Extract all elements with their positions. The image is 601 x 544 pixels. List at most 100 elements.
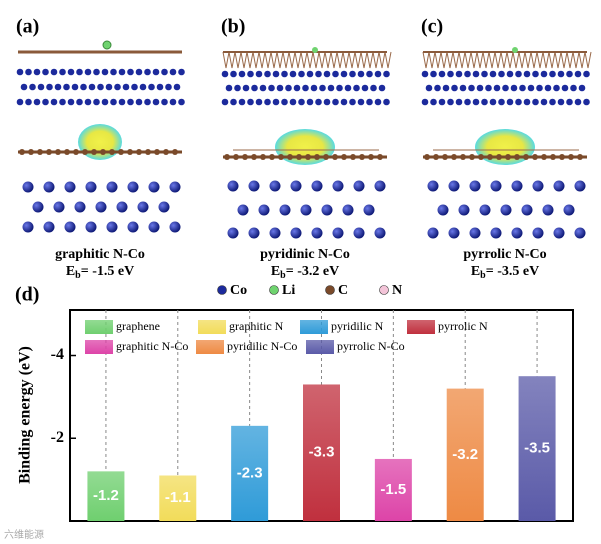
co-atom: [131, 83, 138, 91]
co-atom: [578, 84, 586, 92]
lattice: [458, 51, 466, 69]
co-atom: [374, 98, 382, 106]
co-atom: [310, 84, 318, 92]
c-atom: [73, 149, 79, 155]
c-atom: [341, 154, 347, 160]
lattice: [428, 51, 436, 69]
co-atom: [500, 204, 512, 216]
co-atom: [574, 180, 586, 192]
co-atom: [353, 180, 365, 192]
co-atom: [583, 70, 590, 78]
c-atom: [314, 154, 320, 160]
co-atom: [161, 68, 168, 76]
co-atom: [32, 201, 44, 213]
lattice: [264, 51, 272, 69]
panel-tag: (a): [16, 16, 39, 38]
legend-swatch: [306, 340, 334, 354]
binding-energy: Eb= -3.2 eV: [271, 264, 339, 281]
co-atom: [238, 70, 246, 78]
co-atom: [427, 227, 439, 239]
eb-symbol: E: [66, 264, 75, 279]
bar: [303, 384, 340, 521]
co-atom: [46, 83, 53, 91]
co-atom: [80, 83, 87, 91]
co-atom: [506, 98, 514, 106]
co-atom: [135, 68, 143, 76]
co-atom: [332, 180, 344, 192]
c-atom: [541, 154, 547, 160]
value-label: -3.2: [452, 446, 478, 463]
c-atom: [559, 154, 565, 160]
co-atom: [247, 98, 254, 106]
atom-legend-label: Li: [282, 283, 295, 298]
co-atom: [50, 68, 58, 76]
co-atom: [54, 83, 62, 91]
co-atom: [25, 68, 32, 76]
co-atom: [122, 83, 130, 91]
co-atom: [279, 204, 291, 216]
co-atom: [161, 98, 168, 106]
co-atom: [144, 98, 151, 106]
co-atom: [25, 98, 32, 106]
lattice: [560, 51, 568, 69]
co-atom: [59, 98, 66, 106]
lattice: [366, 51, 374, 69]
co-atom: [16, 98, 24, 106]
co-atom: [148, 221, 160, 233]
structure-label: pyrrolic N-Co: [463, 247, 546, 262]
co-atom: [110, 68, 117, 76]
lattice: [294, 51, 302, 69]
co-atom: [306, 98, 314, 106]
co-atom: [563, 204, 575, 216]
co-atom: [340, 98, 348, 106]
structures: [16, 40, 592, 239]
co-atom: [165, 83, 172, 91]
co-atom: [557, 70, 565, 78]
co-atom: [269, 180, 281, 192]
co-atom: [542, 204, 554, 216]
co-atom: [455, 98, 463, 106]
co-atom: [490, 227, 502, 239]
legend-label: graphitic N: [229, 319, 284, 333]
co-atom: [234, 84, 241, 92]
value-label: -3.5: [524, 440, 550, 457]
co-atom: [493, 84, 501, 92]
co-atom: [430, 98, 437, 106]
co-atom: [566, 98, 573, 106]
co-atom: [84, 98, 92, 106]
lattice: [440, 51, 448, 69]
co-atom: [421, 98, 429, 106]
lattice: [542, 51, 550, 69]
lattice: [378, 51, 386, 69]
co-atom: [481, 70, 488, 78]
lattice: [434, 51, 442, 69]
co-atom: [464, 98, 471, 106]
lattice: [300, 51, 308, 69]
co-atom: [374, 70, 382, 78]
c-atom: [523, 154, 529, 160]
c-atom: [278, 154, 284, 160]
lattice: [512, 51, 520, 69]
co-atom: [342, 204, 354, 216]
co-atom: [425, 84, 433, 92]
co-atom: [570, 84, 577, 92]
panel-tag: (d): [15, 284, 39, 306]
co-atom: [383, 98, 390, 106]
legend-swatch: [85, 320, 113, 334]
co-atom: [259, 84, 267, 92]
co-atom: [93, 98, 100, 106]
co-atom: [427, 180, 439, 192]
panel-tag: (c): [421, 16, 443, 38]
li-atom: [512, 47, 518, 53]
lattice: [342, 51, 350, 69]
co-atom: [178, 98, 185, 106]
co-atom: [489, 98, 497, 106]
lattice: [578, 51, 586, 69]
co-atom: [105, 83, 113, 91]
co-atom: [353, 84, 360, 92]
co-atom: [544, 84, 552, 92]
co-atom: [536, 84, 543, 92]
lattice: [470, 51, 478, 69]
value-label: -1.1: [165, 489, 191, 506]
co-atom: [37, 83, 45, 91]
